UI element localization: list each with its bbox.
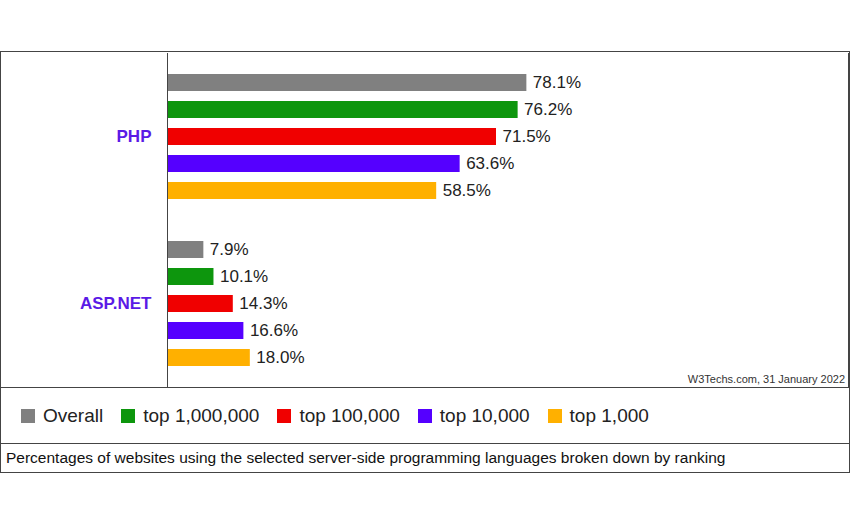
svg-text:10.1%: 10.1% xyxy=(220,267,268,286)
html-text:top 100,000: top 100,000 xyxy=(299,404,400,426)
html-text:top 1,000: top 1,000 xyxy=(569,404,649,426)
svg-text:71.5%: 71.5% xyxy=(502,127,550,146)
svg-text:PHP: PHP xyxy=(117,127,152,146)
svg-text:76.2%: 76.2% xyxy=(524,100,572,119)
svg-text:63.6%: 63.6% xyxy=(466,154,514,173)
svg-text:58.5%: 58.5% xyxy=(443,181,491,200)
svg-text:78.1%: 78.1% xyxy=(533,73,581,92)
html-text:Percentages of websites using: Percentages of websites using the select… xyxy=(6,449,726,466)
html-text:top 10,000: top 10,000 xyxy=(439,404,530,426)
html-text:W3Techs.com, 31 January 2022: W3Techs.com, 31 January 2022 xyxy=(687,373,845,385)
svg-text:14.3%: 14.3% xyxy=(239,294,287,313)
svg-text:ASP.NET: ASP.NET xyxy=(80,294,152,313)
svg-text:18.0%: 18.0% xyxy=(256,348,304,367)
svg-text:16.6%: 16.6% xyxy=(250,321,298,340)
html-text:top 1,000,000: top 1,000,000 xyxy=(143,404,260,426)
svg-text:7.9%: 7.9% xyxy=(210,240,249,259)
html-text:Overall: Overall xyxy=(43,404,104,426)
